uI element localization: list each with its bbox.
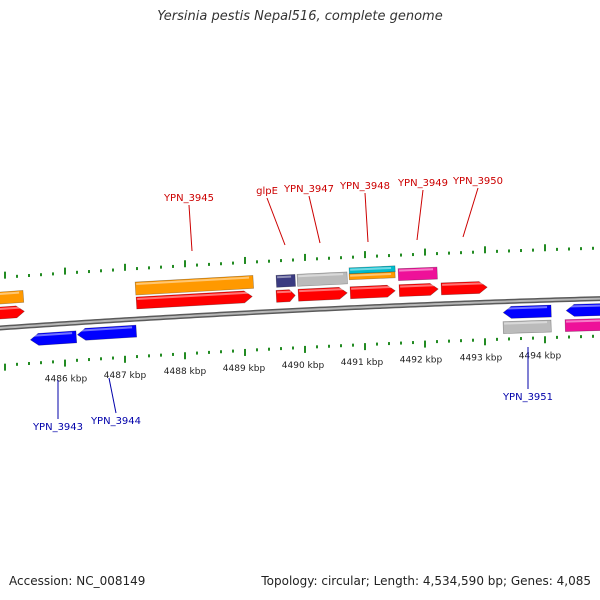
cds-reverse-c-gloss [504, 306, 548, 310]
forward-gene-label-1: glpE [256, 186, 278, 197]
cds-forward-b [135, 290, 253, 310]
scale-label-6: 4492 kbp [400, 356, 443, 366]
cds-reverse-b-shape [76, 324, 138, 341]
cds-reverse-d [565, 303, 600, 317]
cds-forward-f-shape [398, 283, 439, 297]
cds-reverse-b-gloss [78, 326, 133, 332]
forward-gene-label-3: YPN_3948 [339, 181, 390, 192]
gene-reverse-b-gloss [566, 319, 600, 323]
forward-leader-2 [308, 195, 321, 244]
scale-label-7: 4493 kbp [460, 353, 503, 363]
reverse-gene-label-2: YPN_3951 [502, 392, 553, 403]
forward-leader-3 [364, 192, 369, 243]
cds-forward-g-gloss [442, 282, 484, 286]
cds-forward-c-shape [275, 289, 296, 303]
cds-reverse-c [502, 304, 552, 319]
cds-forward-f-gloss [400, 284, 435, 288]
cds-forward-d [297, 286, 348, 302]
gene-forward-d [296, 271, 348, 287]
cds-reverse-d-gloss [567, 304, 600, 308]
backbone [0, 297, 600, 330]
scale-label-4: 4490 kbp [282, 361, 325, 371]
gene-forward-c-gloss [277, 275, 292, 279]
gene-forward-e-gloss [350, 266, 392, 271]
forward-leader-4 [416, 189, 424, 241]
cds-reverse-c-shape [502, 304, 552, 319]
gene-forward-g-gloss [399, 268, 434, 272]
forward-leader-0 [188, 204, 193, 252]
gene-forward-f [348, 271, 396, 281]
gene-forward-g [397, 266, 438, 281]
gene-forward-a-gloss [0, 291, 20, 296]
cds-forward-a [0, 305, 25, 320]
gene-forward-d-shape [296, 271, 348, 287]
cds-reverse-a-shape [29, 330, 78, 346]
gene-forward-d-gloss [298, 273, 344, 278]
scale-label-1: 4487 kbp [104, 371, 147, 381]
gene-forward-e [348, 265, 396, 275]
forward-leader-5 [462, 187, 479, 238]
cds-forward-b-gloss [137, 291, 249, 300]
gene-forward-c-shape [275, 274, 296, 288]
reverse-leader-1 [108, 377, 117, 414]
cds-forward-e [349, 284, 396, 300]
cds-forward-c [275, 289, 296, 303]
accession-text: Accession: NC_008149 [9, 574, 146, 588]
cds-forward-a-shape [0, 305, 25, 320]
forward-leader-1 [266, 197, 286, 246]
cds-forward-d-gloss [299, 288, 344, 293]
forward-gene-label-0: YPN_3945 [163, 193, 214, 204]
gene-reverse-a-gloss [504, 321, 548, 325]
gene-forward-g-shape [397, 266, 438, 281]
gene-forward-b-shape [134, 275, 254, 296]
gene-forward-e-shape [348, 265, 396, 275]
scale-label-2: 4488 kbp [164, 367, 207, 377]
forward-gene-label-2: YPN_3947 [283, 184, 334, 195]
scale-label-8: 4494 kbp [519, 351, 562, 361]
cds-reverse-d-shape [565, 303, 600, 317]
cds-forward-a-gloss [0, 306, 21, 311]
cds-forward-f [398, 283, 439, 297]
cds-reverse-a [29, 330, 78, 346]
gene-reverse-a-shape [502, 319, 552, 334]
cds-forward-g [440, 281, 488, 296]
cds-reverse-a-gloss [31, 332, 73, 337]
cds-forward-c-gloss [277, 290, 292, 294]
gene-forward-b-gloss [136, 276, 250, 286]
gene-forward-c [275, 274, 296, 288]
genome-summary-text: Topology: circular; Length: 4,534,590 bp… [261, 574, 591, 588]
gene-reverse-b [564, 318, 600, 332]
forward-gene-label-4: YPN_3949 [397, 178, 448, 189]
map-title: Yersinia pestis Nepal516, complete genom… [157, 9, 443, 24]
cds-forward-e-shape [349, 284, 396, 300]
gene-reverse-a [502, 319, 552, 334]
scale-label-0: 4486 kbp [45, 375, 88, 385]
tick-marks [4, 244, 594, 371]
scale-label-3: 4489 kbp [223, 364, 266, 374]
cds-forward-g-shape [440, 281, 488, 296]
gene-forward-b [134, 275, 254, 296]
gene-forward-f-shape [348, 271, 396, 281]
scale-label-5: 4491 kbp [341, 358, 384, 368]
reverse-gene-label-0: YPN_3943 [32, 422, 83, 433]
gene-forward-a [0, 290, 25, 305]
cds-reverse-b [76, 324, 138, 341]
gene-forward-a-shape [0, 290, 25, 305]
reverse-gene-label-1: YPN_3944 [90, 416, 141, 427]
cds-forward-e-gloss [351, 285, 392, 290]
gene-forward-f-gloss [350, 272, 392, 277]
forward-gene-label-5: YPN_3950 [452, 176, 503, 187]
cds-forward-b-shape [135, 290, 253, 310]
cds-forward-d-shape [297, 286, 348, 302]
gene-reverse-b-shape [564, 318, 600, 332]
